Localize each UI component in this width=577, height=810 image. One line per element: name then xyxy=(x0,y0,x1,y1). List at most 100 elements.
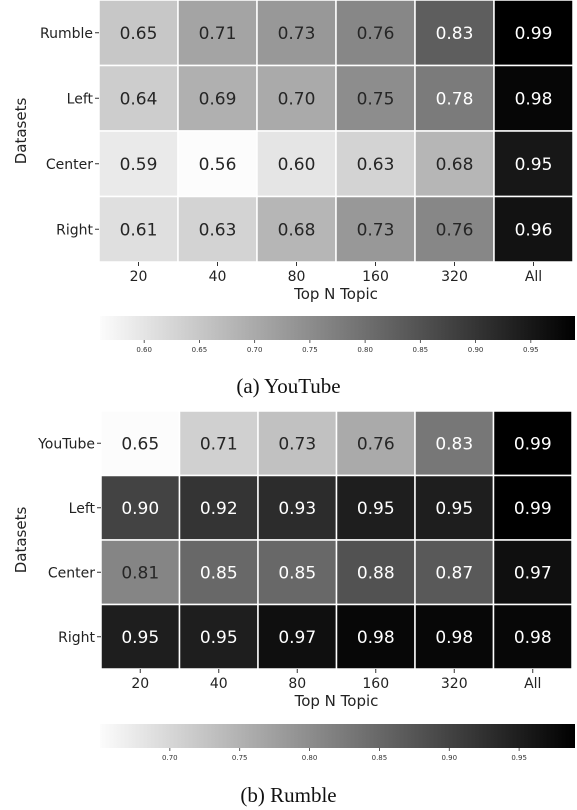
heatmap-cell xyxy=(257,410,338,477)
x-axis-title: Top N Topic xyxy=(294,692,379,710)
heatmap-cell xyxy=(414,474,495,541)
cell-value-label: 0.98 xyxy=(435,628,473,648)
colorbar xyxy=(100,724,575,748)
cell-value-label: 0.64 xyxy=(120,89,158,109)
x-tick-label: 80 xyxy=(288,676,306,692)
x-tick-label: 40 xyxy=(210,676,228,692)
heatmap-cell xyxy=(335,539,416,606)
x-tick-label: All xyxy=(524,676,541,692)
heatmap-rumble: 0.65 0.71 0.73 0.76 0.83 0.99 0.90 0.92 0.93 0.95… xyxy=(12,410,575,762)
heatmap-cell xyxy=(335,0,416,67)
heatmap-cell xyxy=(492,603,573,670)
heatmap-cell xyxy=(414,539,495,606)
cell-value-label: 0.96 xyxy=(515,220,553,240)
x-axis-title: Top N Topic xyxy=(293,285,378,303)
colorbar-tick-label: 0.80 xyxy=(302,754,318,762)
heatmap-cell xyxy=(492,474,573,541)
cell-value-label: 0.78 xyxy=(436,89,474,109)
y-tick-label: Left xyxy=(67,91,94,107)
cell-value-label: 0.63 xyxy=(357,155,395,175)
colorbar-tick-label: 0.60 xyxy=(136,346,152,354)
cell-value-label: 0.76 xyxy=(357,434,395,454)
y-tick-label: Right xyxy=(58,630,95,646)
caption-youtube: (a) YouTube xyxy=(236,374,341,398)
cell-value-label: 0.83 xyxy=(436,24,474,44)
caption-rumble: (b) Rumble xyxy=(240,783,337,807)
cell-value-label: 0.56 xyxy=(199,155,237,175)
y-tick-label: Rumble xyxy=(40,26,93,42)
colorbar-tick-label: 0.95 xyxy=(511,754,527,762)
cell-value-label: 0.61 xyxy=(120,220,158,240)
heatmap-cell xyxy=(177,64,258,132)
heatmap-cell xyxy=(414,0,495,67)
cell-value-label: 0.95 xyxy=(121,628,159,648)
colorbar-tick-label: 0.90 xyxy=(441,754,457,762)
x-tick-label: 80 xyxy=(288,269,306,285)
cell-value-label: 0.99 xyxy=(514,499,552,519)
colorbar-tick-label: 0.85 xyxy=(413,346,429,354)
cell-value-label: 0.81 xyxy=(121,563,159,583)
x-tick-label: 20 xyxy=(131,676,149,692)
colorbar-tick-label: 0.65 xyxy=(192,346,208,354)
heatmap-cell xyxy=(414,130,495,198)
cell-value-label: 0.65 xyxy=(120,24,158,44)
heatmap-cell xyxy=(256,64,337,132)
heatmap-cell xyxy=(414,195,495,263)
colorbar-tick-label: 0.80 xyxy=(357,346,373,354)
x-tick-label: 160 xyxy=(362,269,389,285)
y-tick-label: Left xyxy=(69,501,96,517)
heatmap-cell xyxy=(414,603,495,670)
y-tick-label: YouTube xyxy=(37,436,95,452)
heatmap-cell xyxy=(178,539,259,606)
cell-value-label: 0.95 xyxy=(200,628,238,648)
cell-value-label: 0.85 xyxy=(278,563,316,583)
heatmap-cell xyxy=(257,603,338,670)
cell-value-label: 0.95 xyxy=(515,155,553,175)
x-tick-label: 20 xyxy=(130,269,148,285)
heatmap-cell xyxy=(492,539,573,606)
heatmap-cell xyxy=(177,195,258,263)
cell-value-label: 0.73 xyxy=(278,434,316,454)
cell-value-label: 0.59 xyxy=(120,155,158,175)
cell-value-label: 0.97 xyxy=(278,628,316,648)
x-tick-label: 320 xyxy=(441,269,468,285)
heatmap-cell xyxy=(98,195,179,263)
heatmap-cell xyxy=(335,195,416,263)
heatmap-cell xyxy=(493,0,574,67)
heatmap-cell xyxy=(335,64,416,132)
cell-value-label: 0.98 xyxy=(357,628,395,648)
cell-value-label: 0.76 xyxy=(436,220,474,240)
cell-value-label: 0.90 xyxy=(121,499,159,519)
y-tick-label: Center xyxy=(46,157,93,173)
cell-value-label: 0.60 xyxy=(278,155,316,175)
heatmap-cell xyxy=(177,130,258,198)
heatmap-cell xyxy=(177,0,258,67)
heatmap-cell xyxy=(256,0,337,67)
colorbar xyxy=(100,316,575,340)
heatmap-cell xyxy=(256,195,337,263)
cell-value-label: 0.98 xyxy=(515,89,553,109)
heatmap-cell xyxy=(335,410,416,477)
y-axis-title: Datasets xyxy=(12,98,30,165)
cell-value-label: 0.73 xyxy=(357,220,395,240)
cell-value-label: 0.70 xyxy=(278,89,316,109)
cell-value-label: 0.87 xyxy=(435,563,473,583)
x-tick-label: 40 xyxy=(209,269,227,285)
heatmap-youtube: 0.65 0.71 0.73 0.76 0.83 0.99 0.64 0.69 0.70 0.75… xyxy=(12,0,575,354)
heatmap-cell xyxy=(493,130,574,198)
cell-value-label: 0.68 xyxy=(436,155,474,175)
colorbar-tick-label: 0.90 xyxy=(468,346,484,354)
heatmap-cell xyxy=(100,603,181,670)
colorbar-tick-label: 0.70 xyxy=(247,346,263,354)
y-tick-label: Right xyxy=(56,222,93,238)
heatmap-cell xyxy=(98,130,179,198)
cell-value-label: 0.65 xyxy=(121,434,159,454)
cell-value-label: 0.76 xyxy=(357,24,395,44)
heatmap-cell xyxy=(493,195,574,263)
cell-value-label: 0.95 xyxy=(357,499,395,519)
cell-value-label: 0.75 xyxy=(357,89,395,109)
heatmap-cell xyxy=(493,64,574,132)
cell-value-label: 0.99 xyxy=(514,434,552,454)
cell-value-label: 0.95 xyxy=(435,499,473,519)
